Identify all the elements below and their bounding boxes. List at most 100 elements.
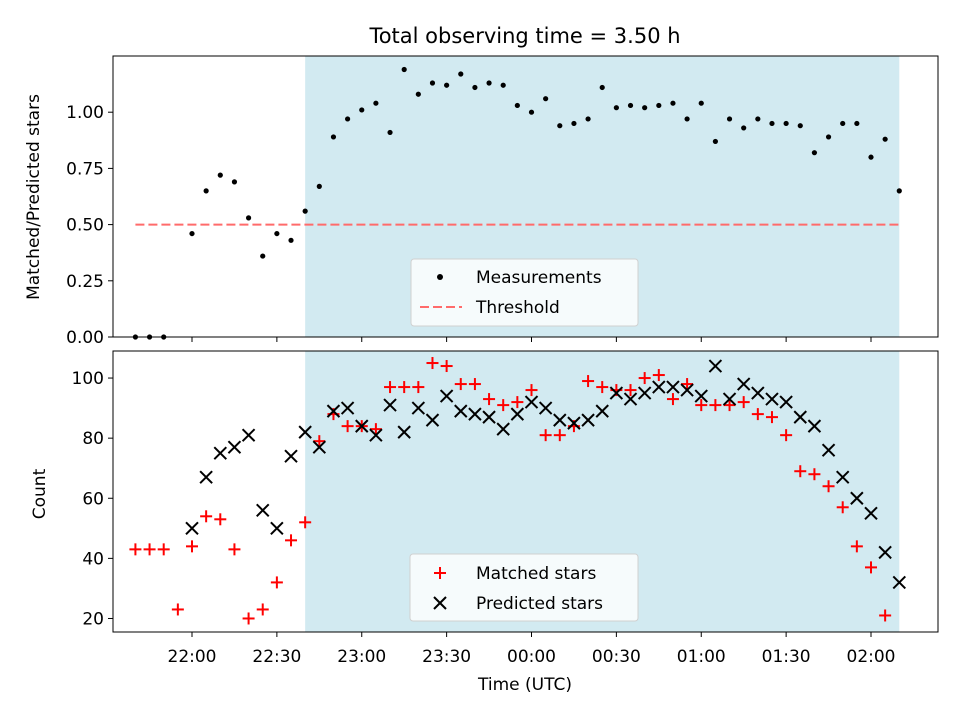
predicted-x-b xyxy=(213,446,227,460)
predicted-x-b xyxy=(623,392,638,406)
bottom-x-tick-label: 22:00 xyxy=(168,647,217,667)
predicted-x-b xyxy=(284,449,298,463)
matched-star-point xyxy=(525,384,538,397)
bottom-x-ticks: 22:00 22:30 23:00 23:30 00:00 00:30 01:00 01:30… xyxy=(168,632,896,667)
matched-star-point xyxy=(780,429,793,442)
bottom-x-tick-label: 01:00 xyxy=(677,647,726,667)
measurement-point xyxy=(500,82,506,88)
matched-star-point xyxy=(624,384,637,397)
matched-star-point xyxy=(299,516,312,529)
matched-star-point xyxy=(511,396,524,409)
measurement-point xyxy=(896,188,902,194)
predicted-star-point xyxy=(736,377,751,391)
matched-star-point xyxy=(426,357,439,370)
measurement-point xyxy=(571,120,577,127)
top-y-tick-label: 1.00 xyxy=(66,103,104,123)
predicted-x-b xyxy=(383,398,397,412)
predicted-star-point xyxy=(510,407,525,421)
predicted-star-point xyxy=(637,386,652,400)
predicted-star-point xyxy=(609,386,624,400)
predicted-x-b xyxy=(482,410,496,424)
predicted-x-b xyxy=(411,401,426,415)
predicted-star-point xyxy=(864,506,878,520)
matched-star-point xyxy=(313,435,326,448)
matched-star-point xyxy=(285,534,298,547)
matched-star-point xyxy=(879,609,892,622)
predicted-star-point xyxy=(284,449,298,463)
predicted-x-b xyxy=(793,410,807,424)
measurement-point xyxy=(203,188,209,194)
matched-star-point xyxy=(553,429,566,442)
predicted-star-point xyxy=(694,389,708,403)
matched-star-point xyxy=(454,378,467,391)
matched-star-point xyxy=(468,378,481,391)
predicted-x-b xyxy=(340,401,355,415)
matched-star-point xyxy=(412,381,425,394)
matched-star-point xyxy=(582,375,595,388)
predicted-x-b xyxy=(199,470,213,484)
measurement-point xyxy=(415,91,421,97)
predicted-star-point xyxy=(751,386,765,400)
predicted-x-b xyxy=(821,443,836,457)
measurement-point xyxy=(741,125,747,131)
matched-star-point xyxy=(850,540,863,553)
measurement-point xyxy=(245,215,252,221)
bottom-legend: Matched stars Predicted stars xyxy=(409,553,639,622)
matched-star-point xyxy=(200,510,213,523)
predicted-star-point xyxy=(821,443,836,457)
bottom-y-tick-label: 40 xyxy=(82,549,104,569)
measurement-point xyxy=(825,134,832,140)
measurement-point xyxy=(585,116,591,122)
matched-star-point xyxy=(483,393,496,406)
measurement-point xyxy=(231,179,238,185)
measurement-point xyxy=(458,71,464,77)
matched-star-point xyxy=(666,393,679,406)
measurement-point xyxy=(373,100,379,106)
predicted-x-b xyxy=(524,395,539,409)
predicted-x-b xyxy=(355,419,369,433)
predicted-x-b xyxy=(652,380,666,394)
measurement-point xyxy=(429,80,436,86)
predicted-x-b xyxy=(270,521,284,536)
matched-star-point xyxy=(398,381,411,394)
predicted-x-b xyxy=(369,428,383,442)
predicted-star-point xyxy=(369,428,383,442)
measurement-point xyxy=(387,129,393,136)
top-y-tick-label: 0.00 xyxy=(66,328,104,348)
measurement-point xyxy=(316,183,322,189)
measurement-point xyxy=(599,84,605,91)
measurement-point xyxy=(670,100,676,106)
predicted-star-point xyxy=(538,401,553,415)
measurement-point xyxy=(288,237,294,243)
matched-star-point xyxy=(794,465,807,478)
legend-matched-label: Matched stars xyxy=(476,564,596,584)
predicted-star-point xyxy=(468,407,482,421)
predicted-star-point xyxy=(524,395,539,409)
predicted-x-b xyxy=(765,392,779,406)
measurement-point xyxy=(217,172,223,178)
legend-threshold-label: Threshold xyxy=(475,298,560,318)
legend-predicted-label: Predicted stars xyxy=(476,594,603,614)
matched-star-point xyxy=(171,603,184,616)
predicted-star-point xyxy=(680,383,694,397)
bottom-x-tick-label: 02:00 xyxy=(847,647,896,667)
measurement-point xyxy=(726,116,733,122)
matched-star-point xyxy=(186,540,198,553)
matched-star-point xyxy=(723,399,736,412)
matched-star-point xyxy=(270,576,283,589)
predicted-x-b xyxy=(397,425,411,439)
matched-star-point xyxy=(681,378,694,391)
matched-star-point xyxy=(751,408,764,421)
predicted-star-point xyxy=(581,413,595,427)
measurement-point xyxy=(684,116,690,122)
measurement-point xyxy=(854,120,860,127)
matched-star-point xyxy=(539,429,552,442)
measurement-point xyxy=(260,253,266,259)
predicted-x-b xyxy=(807,419,822,433)
matched-star-point xyxy=(709,399,722,412)
matched-star-point xyxy=(369,423,382,436)
bottom-y-ticks: 20 40 60 80 100 xyxy=(72,369,113,629)
predicted-x-b xyxy=(256,503,270,517)
matched-star-point xyxy=(143,543,156,556)
